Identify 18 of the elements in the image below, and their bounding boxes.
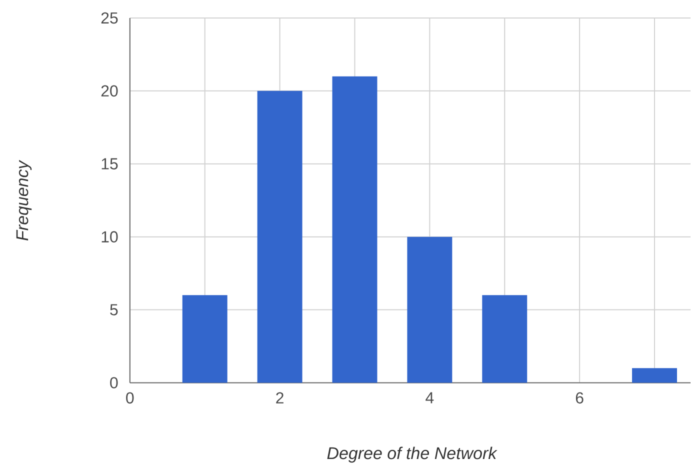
bar <box>332 76 378 383</box>
bar <box>407 236 452 383</box>
y-tick-label: 5 <box>110 304 118 316</box>
bar <box>182 295 228 383</box>
x-tick-label: 2 <box>276 392 284 404</box>
bar <box>257 91 302 383</box>
x-tick-label: 6 <box>576 392 584 404</box>
y-tick-label: 10 <box>102 231 118 243</box>
y-tick-label: 25 <box>101 12 118 24</box>
y-tick-label: 20 <box>101 85 118 97</box>
x-tick-label: 4 <box>426 392 434 404</box>
bar <box>632 368 678 383</box>
y-tick-label: 15 <box>102 158 118 170</box>
x-tick-label: 0 <box>126 392 134 404</box>
x-axis-title: Degree of the Network <box>327 446 498 463</box>
bar <box>482 295 528 383</box>
y-tick-label: 0 <box>110 377 118 389</box>
y-axis-title: Frequency <box>16 160 32 241</box>
